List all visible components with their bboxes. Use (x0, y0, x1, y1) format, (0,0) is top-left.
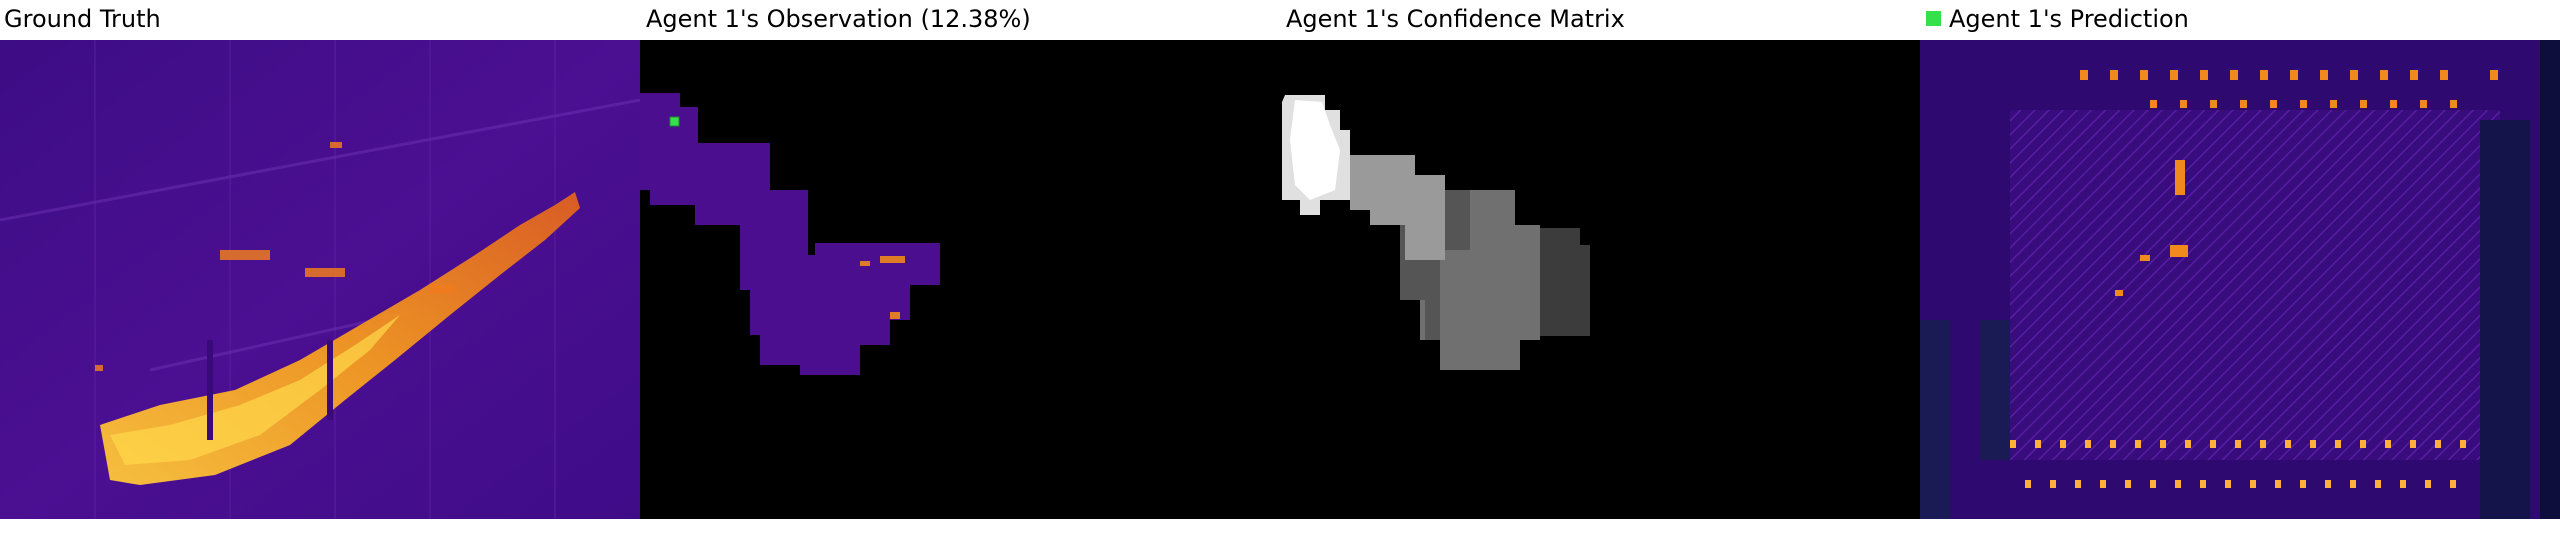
ground-truth-image (0, 40, 640, 519)
green-square-marker-icon (1926, 10, 1941, 26)
panel-title-ground-truth: Ground Truth (4, 5, 161, 33)
panel-title-confidence: Agent 1's Confidence Matrix (1286, 5, 1625, 33)
observation-image (640, 40, 1280, 519)
green-square-marker (669, 116, 680, 127)
panel-title-observation: Agent 1's Observation (12.38%) (646, 5, 1031, 33)
confidence-matrix-image (1280, 40, 1920, 519)
panel-title-prediction-wrapper: Agent 1's Prediction (1926, 0, 2189, 38)
prediction-image (1920, 40, 2560, 519)
panel-title-prediction: Agent 1's Prediction (1949, 5, 2189, 33)
